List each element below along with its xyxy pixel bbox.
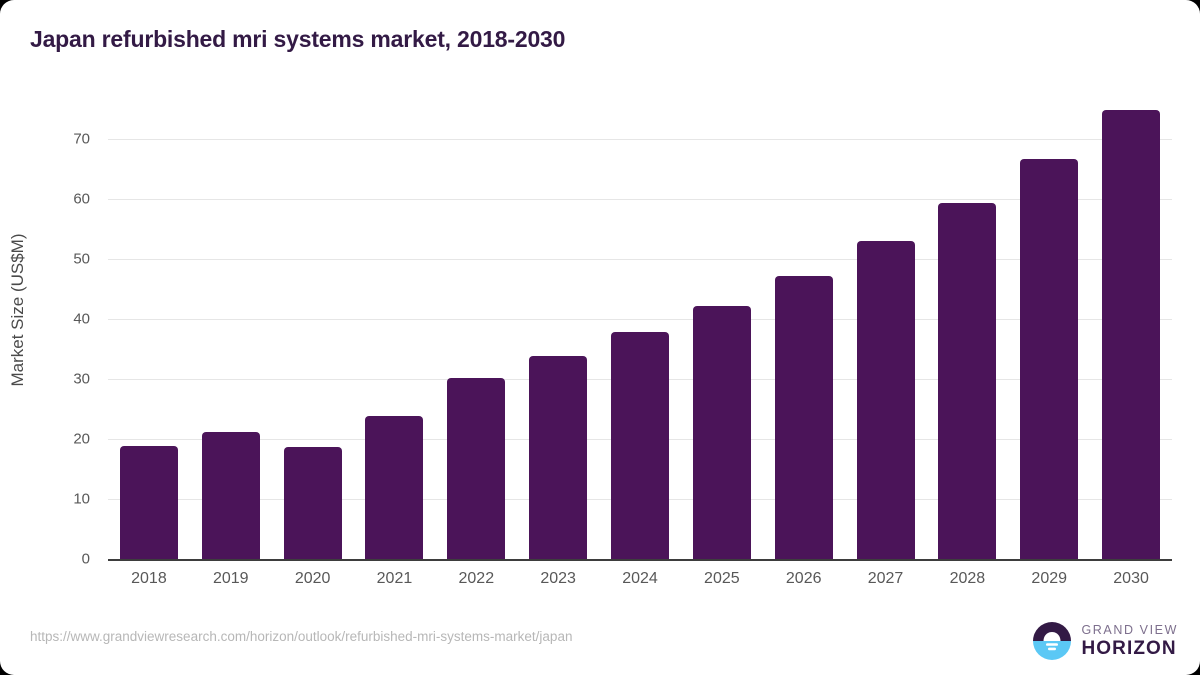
bar-2019[interactable]	[201, 431, 260, 559]
bar-2030[interactable]	[1102, 110, 1161, 559]
logo-line-2: HORIZON	[1081, 638, 1177, 660]
bar-series	[108, 79, 1172, 559]
bar-2018[interactable]	[119, 445, 178, 559]
brand-logo: GRAND VIEW HORIZON	[1032, 618, 1178, 664]
page-title: Japan refurbished mri systems market, 20…	[30, 26, 566, 52]
x-axis-line	[108, 559, 1172, 561]
x-tick-label: 2019	[212, 570, 249, 587]
y-tick-label: 40	[73, 310, 90, 328]
bar-2024[interactable]	[611, 332, 669, 559]
x-tick-label: 2020	[294, 570, 331, 587]
x-tick-label: 2028	[949, 570, 986, 587]
source-url[interactable]: https://www.grandviewresearch.com/horizo…	[30, 629, 573, 644]
y-tick-label: 70	[73, 130, 90, 148]
y-tick-label: 60	[73, 190, 90, 208]
bar-2029[interactable]	[1020, 159, 1079, 559]
plot-area	[108, 79, 1172, 559]
x-tick-label: 2021	[376, 570, 413, 587]
gridline	[108, 259, 1172, 260]
x-tick-label: 2018	[131, 570, 167, 587]
x-tick-label: 2029	[1031, 570, 1068, 587]
logo-line-1: GRAND VIEW	[1081, 622, 1178, 637]
bar-2027[interactable]	[856, 241, 915, 559]
x-axis-tick-labels: 2018 2019 2020 2021 2022 2023 2024 2025 2026 2027…	[108, 570, 1172, 600]
grand-view-horizon-logo-icon	[1033, 622, 1072, 660]
y-tick-label: 0	[81, 550, 90, 568]
y-tick-label: 50	[73, 250, 90, 268]
x-tick-label: 2022	[458, 570, 495, 587]
y-tick-label: 20	[73, 430, 90, 448]
bar-2022[interactable]	[447, 377, 506, 559]
bar-2025[interactable]	[692, 305, 751, 559]
y-tick-label: 10	[73, 490, 90, 508]
bar-2023[interactable]	[529, 356, 588, 559]
x-tick-label: 2023	[540, 570, 576, 587]
x-tick-label: 2027	[867, 570, 904, 587]
bar-2021[interactable]	[365, 415, 424, 559]
bar-2026[interactable]	[774, 275, 833, 559]
gridline	[108, 199, 1172, 200]
x-tick-label: 2025	[704, 570, 740, 587]
gridline	[108, 319, 1172, 320]
y-tick-label: 30	[73, 370, 90, 388]
gridline	[108, 139, 1172, 140]
y-axis-title: Market Size (US$M)	[8, 233, 27, 387]
x-tick-label: 2030	[1113, 570, 1149, 587]
logo-wordmark: GRAND VIEW HORIZON	[1081, 624, 1178, 659]
bar-2020[interactable]	[283, 446, 342, 559]
x-tick-label: 2024	[622, 570, 658, 587]
x-tick-label: 2026	[785, 570, 822, 587]
bar-2028[interactable]	[938, 202, 997, 559]
